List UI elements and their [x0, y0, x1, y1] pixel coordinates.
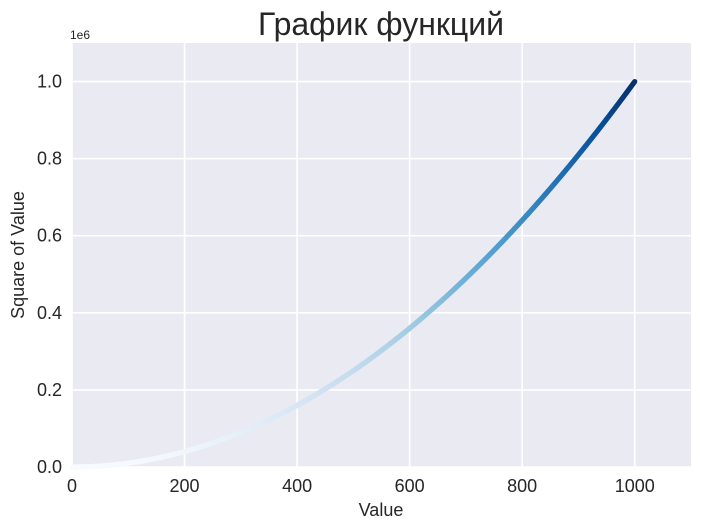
y-axis-label: Square of Value	[8, 191, 28, 319]
y-tick-label: 0.2	[37, 380, 62, 400]
y-tick-label: 0.4	[37, 303, 62, 323]
x-axis-label: Value	[359, 500, 404, 520]
x-tick-labels: 0 200 400 600 800 1000	[67, 476, 655, 496]
plot-background	[72, 43, 691, 467]
scatter-point	[632, 78, 638, 85]
x-tick-label: 600	[395, 476, 425, 496]
y-tick-label: 0.8	[37, 149, 62, 169]
scatter-points	[69, 78, 638, 470]
y-tick-label: 0.6	[37, 226, 62, 246]
x-tick-label: 400	[282, 476, 312, 496]
x-tick-label: 800	[507, 476, 537, 496]
x-tick-label: 1000	[615, 476, 655, 496]
grid	[71, 43, 691, 468]
y-offset-label: 1e6	[70, 28, 90, 42]
y-tick-label: 1.0	[37, 72, 62, 92]
x-tick-label: 0	[67, 476, 77, 496]
x-tick-label: 200	[170, 476, 200, 496]
y-tick-label: 0.0	[37, 457, 62, 477]
y-tick-labels: 0.0 0.2 0.4 0.6 0.8 1.0	[37, 72, 62, 477]
chart-title: График функций	[258, 6, 504, 42]
